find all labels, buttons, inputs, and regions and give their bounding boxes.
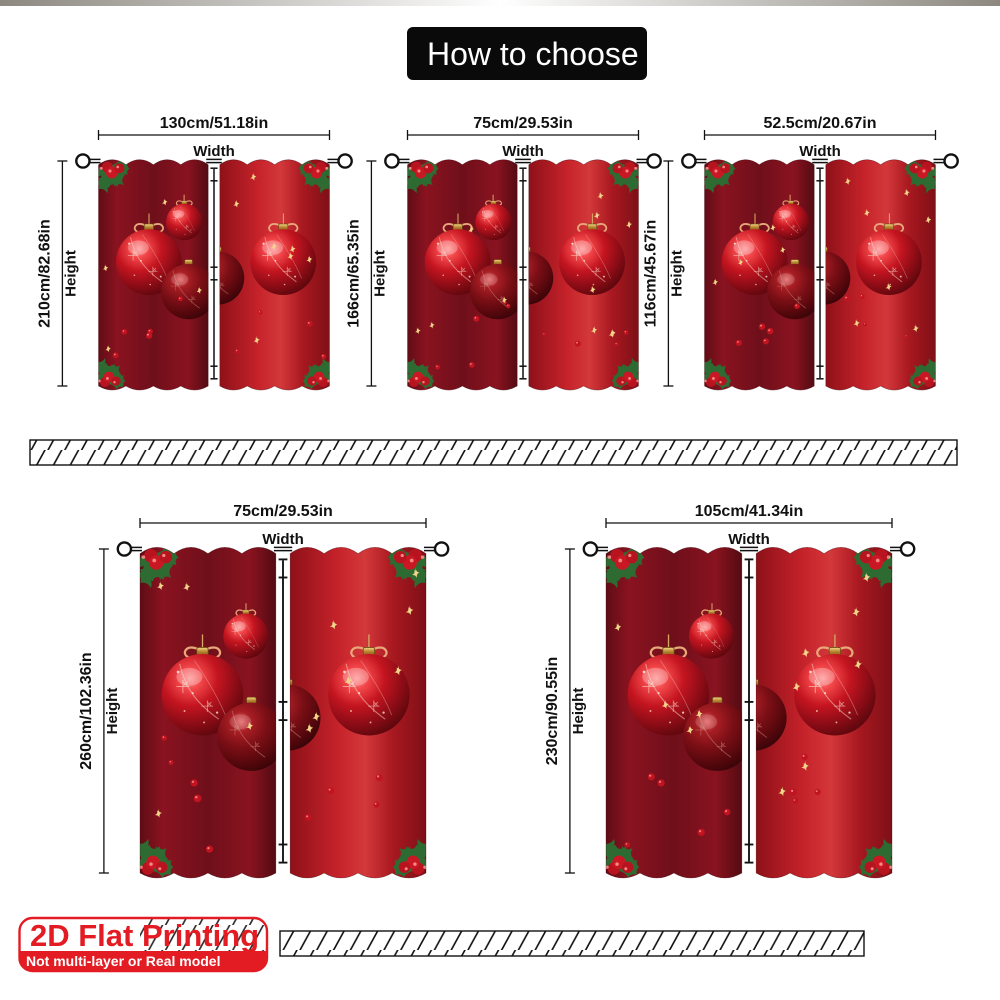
svg-text:Height: Height (62, 250, 79, 297)
svg-text:Height: Height (371, 250, 388, 297)
svg-text:Not multi-layer or Real model: Not multi-layer or Real model (26, 953, 220, 969)
svg-text:Height: Height (104, 688, 121, 735)
svg-text:260cm/102.36in: 260cm/102.36in (78, 652, 95, 769)
svg-text:2D Flat Printing: 2D Flat Printing (30, 918, 259, 953)
svg-text:Height: Height (570, 688, 587, 735)
svg-text:210cm/82.68in: 210cm/82.68in (36, 219, 53, 328)
svg-text:52.5cm/20.67in: 52.5cm/20.67in (764, 115, 877, 132)
svg-text:How to choose: How to choose (427, 36, 639, 72)
svg-text:Width: Width (728, 531, 770, 548)
svg-text:Width: Width (193, 143, 235, 160)
svg-text:75cm/29.53in: 75cm/29.53in (233, 503, 333, 520)
svg-text:166cm/65.35in: 166cm/65.35in (345, 219, 362, 328)
svg-text:Height: Height (668, 250, 685, 297)
svg-text:130cm/51.18in: 130cm/51.18in (160, 115, 269, 132)
svg-text:75cm/29.53in: 75cm/29.53in (473, 115, 573, 132)
svg-text:Width: Width (502, 143, 544, 160)
svg-text:230cm/90.55in: 230cm/90.55in (544, 657, 561, 766)
svg-text:105cm/41.34in: 105cm/41.34in (695, 503, 804, 520)
svg-text:116cm/45.67in: 116cm/45.67in (642, 220, 659, 328)
svg-text:Width: Width (799, 143, 841, 160)
svg-text:Width: Width (262, 531, 304, 548)
